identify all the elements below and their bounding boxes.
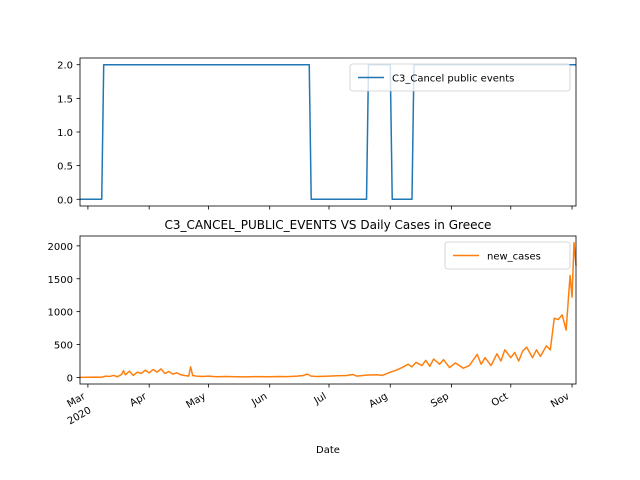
series-line-0 bbox=[80, 63, 576, 201]
x-tick-label: Oct bbox=[490, 391, 511, 409]
legend-label: C3_Cancel public events bbox=[392, 74, 514, 85]
y-tick-label: 1000 bbox=[48, 308, 73, 319]
legend-box bbox=[349, 63, 571, 92]
y-tick-label: 0.0 bbox=[57, 195, 73, 206]
series-line-0 bbox=[79, 241, 577, 379]
y-tick-label: 1500 bbox=[48, 275, 73, 286]
legend-label: new_cases bbox=[487, 252, 541, 263]
x-tick-label: Nov bbox=[549, 391, 571, 410]
y-tick-label: 2.0 bbox=[57, 61, 73, 72]
x-tick-label: Jul bbox=[312, 391, 329, 407]
legend-box bbox=[444, 241, 571, 270]
y-tick-label: 1.0 bbox=[57, 128, 73, 139]
y-tick-label: 0.5 bbox=[57, 162, 73, 173]
y-tick-label: 500 bbox=[54, 341, 73, 352]
y-tick-label: 0 bbox=[67, 373, 73, 384]
x-axis-label: Date bbox=[316, 445, 340, 456]
chart-title: C3_CANCEL_PUBLIC_EVENTS VS Daily Cases i… bbox=[165, 218, 492, 232]
y-tick-label: 1.5 bbox=[57, 94, 73, 105]
axes-frame bbox=[79, 235, 577, 385]
x-tick-label: Sep bbox=[429, 391, 451, 410]
x-tick-label: Aug bbox=[367, 391, 389, 410]
y-tick-label: 2000 bbox=[48, 242, 73, 253]
x-tick-label: Apr bbox=[128, 391, 149, 410]
x-tick-label: Jun bbox=[249, 391, 269, 409]
x-tick-label: May bbox=[185, 391, 208, 411]
legend: C3_Cancel public events bbox=[349, 63, 571, 92]
legend: new_cases bbox=[444, 241, 571, 270]
